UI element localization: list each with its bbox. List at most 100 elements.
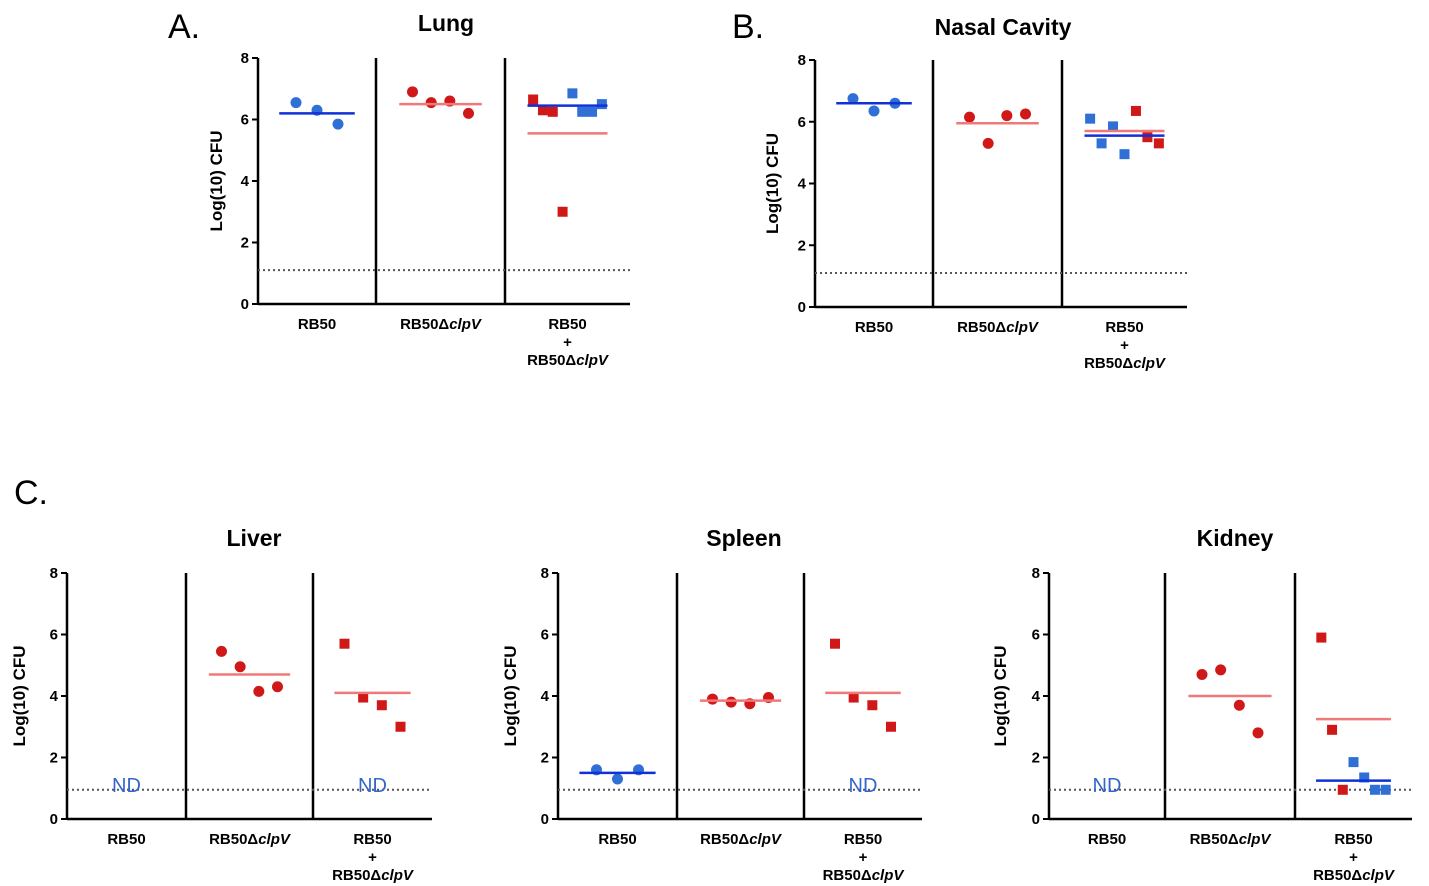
data-point [1196, 668, 1208, 680]
x-category-label: RB50ΔclpV [1313, 867, 1396, 884]
data-point [612, 773, 623, 785]
data-point [596, 99, 607, 110]
nd-label: ND [849, 775, 878, 797]
data-point [587, 106, 598, 117]
y-axis-label: Log(10) CFU [991, 645, 1010, 746]
x-category-label: + [1349, 849, 1358, 866]
y-tick-label: 0 [1032, 811, 1040, 828]
x-category-label: RB50ΔclpV [400, 316, 483, 333]
data-point [1020, 108, 1031, 120]
data-point [1348, 757, 1359, 768]
y-tick-label: 2 [541, 750, 549, 767]
data-point [707, 693, 718, 705]
x-category-label: RB50ΔclpV [209, 831, 292, 848]
y-axis-label: Log(10) CFU [501, 645, 520, 746]
data-point [339, 638, 350, 649]
x-category-label: RB50 [107, 831, 145, 848]
data-point [425, 97, 437, 109]
chart-title: Spleen [706, 525, 781, 551]
y-axis-label: Log(10) CFU [207, 130, 226, 231]
data-point [332, 118, 344, 130]
x-category-label: RB50ΔclpV [1190, 831, 1273, 848]
panel-letter-a: A. [168, 8, 200, 46]
y-tick-label: 2 [241, 235, 249, 252]
data-point [557, 206, 568, 217]
data-point [577, 106, 588, 117]
data-point [547, 106, 558, 117]
data-point [1119, 149, 1130, 160]
data-point [395, 721, 406, 732]
chart-title: Lung [418, 10, 474, 36]
nd-label: ND [358, 775, 387, 797]
y-tick-label: 6 [241, 112, 249, 129]
data-point [358, 692, 369, 703]
y-tick-label: 6 [50, 627, 58, 644]
x-category-label: RB50ΔclpV [527, 352, 610, 369]
x-category-label: RB50 [1105, 319, 1143, 336]
data-point [1108, 121, 1119, 132]
y-tick-label: 8 [50, 565, 58, 582]
data-point [1001, 110, 1013, 122]
y-tick-label: 8 [1032, 565, 1040, 582]
y-tick-label: 2 [50, 750, 58, 767]
data-point [272, 681, 283, 693]
data-point [234, 661, 246, 673]
data-point [1233, 699, 1245, 711]
data-point [376, 700, 387, 711]
data-point [1142, 132, 1153, 143]
x-category-label: + [368, 849, 377, 866]
data-point [1380, 784, 1391, 795]
nd-label: ND [1093, 775, 1122, 797]
y-tick-label: 0 [541, 811, 549, 828]
x-category-label: RB50 [298, 316, 336, 333]
y-tick-label: 8 [798, 52, 806, 69]
chart-1: Nasal Cavity Log(10) CFU 0 2 4 6 8 RB50 RB50Δclp… [763, 14, 1187, 372]
x-category-label: RB50ΔclpV [700, 831, 783, 848]
nd-label: ND [112, 775, 141, 797]
data-point [848, 692, 859, 703]
y-tick-label: 6 [541, 627, 549, 644]
y-tick-label: 2 [798, 237, 806, 254]
y-axis-label: Log(10) CFU [763, 133, 782, 234]
data-point [216, 645, 227, 657]
y-tick-label: 4 [541, 688, 550, 705]
data-point [1369, 784, 1380, 795]
y-tick-label: 0 [50, 811, 58, 828]
y-tick-label: 4 [1032, 688, 1041, 705]
x-category-label: RB50ΔclpV [823, 867, 906, 884]
data-point [1252, 727, 1264, 739]
y-tick-label: 4 [241, 173, 250, 190]
data-point [886, 721, 896, 732]
data-point [463, 107, 474, 119]
y-tick-label: 0 [241, 296, 249, 313]
data-point [1359, 772, 1370, 783]
chart-title: Kidney [1197, 525, 1274, 551]
data-point [537, 105, 548, 116]
data-point [1337, 784, 1348, 795]
panel-letter-b: B. [732, 8, 764, 46]
x-category-label: RB50ΔclpV [1084, 355, 1167, 372]
data-point [253, 685, 265, 697]
panel-letter-c: C. [14, 474, 48, 512]
x-category-label: RB50 [353, 831, 391, 848]
chart-title: Liver [227, 525, 282, 551]
data-point [982, 137, 994, 149]
y-tick-label: 6 [1032, 627, 1040, 644]
data-point [1153, 138, 1164, 149]
x-category-label: + [563, 334, 572, 351]
chart-title: Nasal Cavity [935, 14, 1072, 40]
data-point [1096, 138, 1107, 149]
x-category-label: RB50 [598, 831, 636, 848]
data-point [1215, 664, 1227, 676]
y-tick-label: 8 [241, 50, 249, 67]
x-category-label: RB50 [855, 319, 893, 336]
x-category-label: + [1120, 337, 1129, 354]
data-point [407, 86, 418, 98]
y-tick-label: 0 [798, 299, 806, 316]
data-point [725, 696, 737, 708]
data-point [567, 88, 578, 99]
